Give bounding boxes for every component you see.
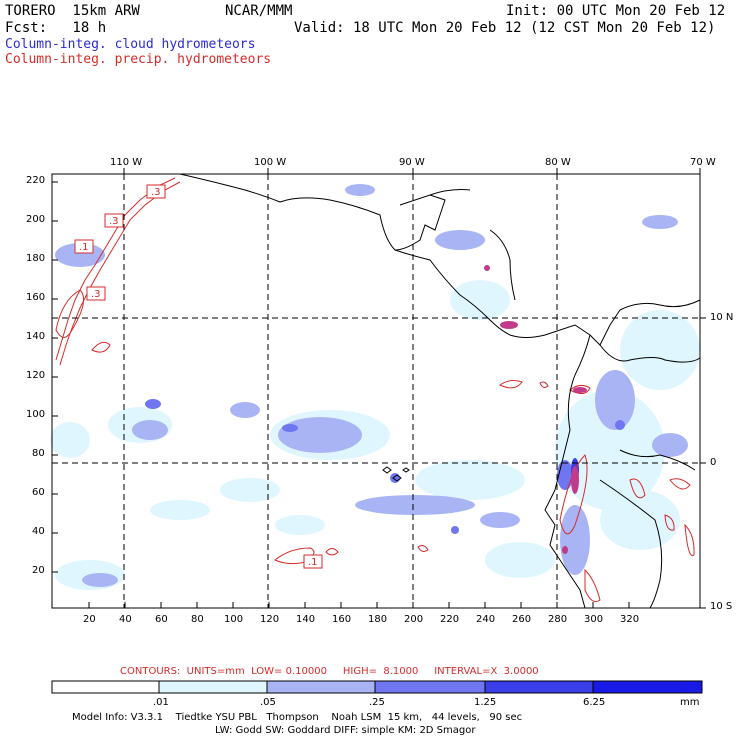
y-tick-label: 20: [32, 565, 45, 576]
valid-time: Valid: 18 UTC Mon 20 Feb 12 (12 CST Mon …: [294, 20, 716, 36]
contour-label-boxes: [74, 184, 323, 569]
lon-label: 100 W: [254, 157, 287, 168]
coastlines: [179, 173, 701, 609]
x-tick-label: 80: [191, 614, 204, 625]
colorbar: [51, 680, 703, 694]
contour-labels: .3 .3 .1 .3 .1: [79, 187, 318, 568]
organization-label: NCAR/MMM: [225, 3, 293, 19]
x-tick-label: 100: [224, 614, 244, 625]
precip-cores: [484, 265, 587, 554]
contours-info: CONTOURS: UNITS=mm LOW= 0.10000 HIGH= 8.…: [120, 666, 539, 677]
y-tick-label: 220: [26, 175, 46, 186]
contour-label: .3: [151, 187, 161, 198]
x-tick-label: 40: [119, 614, 132, 625]
x-tick-label: 320: [620, 614, 640, 625]
lon-label: 90 W: [399, 157, 425, 168]
colorbar-label: .25: [369, 697, 385, 708]
x-tick-label: 240: [476, 614, 496, 625]
init-time: Init: 00 UTC Mon 20 Feb 12: [506, 3, 726, 19]
precip-contours: [55, 177, 695, 603]
model-info-line1: Model Info: V3.3.1 Tiedtke YSU PBL Thomp…: [72, 712, 523, 723]
colorbar-label: .01: [153, 697, 169, 708]
x-tick-label: 20: [83, 614, 96, 625]
contour-label: .3: [109, 216, 119, 227]
x-tick-label: 220: [440, 614, 460, 625]
y-tick-label: 180: [26, 253, 46, 264]
lon-lat-ticks: [123, 168, 706, 609]
y-tick-label: 100: [26, 409, 46, 420]
x-tick-label: 280: [548, 614, 568, 625]
field-cloud-label: Column-integ. cloud hydrometeors: [5, 37, 256, 52]
x-tick-label: 260: [512, 614, 532, 625]
lat-label: 0: [710, 457, 717, 468]
x-tick-label: 60: [155, 614, 168, 625]
x-tick-label: 200: [404, 614, 424, 625]
y-tick-label: 120: [26, 370, 46, 381]
x-tick-label: 160: [332, 614, 352, 625]
colorbar-label: 6.25: [583, 697, 606, 708]
cloud-shading: [50, 184, 700, 590]
lon-label: 110 W: [110, 157, 143, 168]
colorbar-unit: mm: [680, 697, 700, 708]
contour-label: .1: [79, 242, 89, 253]
lat-lon-grid: [52, 174, 700, 608]
map-frame: [51, 173, 701, 609]
x-tick-label: 300: [584, 614, 604, 625]
model-info-line2: LW: Godd SW: Goddard DIFF: simple KM: 2D…: [215, 725, 476, 736]
lon-label: 70 W: [690, 157, 716, 168]
lon-label: 80 W: [545, 157, 571, 168]
colorbar-label: 1.25: [474, 697, 497, 708]
colorbar-label: .05: [260, 697, 276, 708]
y-ticks: [52, 181, 58, 573]
y-tick-label: 140: [26, 331, 46, 342]
y-tick-label: 80: [32, 448, 45, 459]
contour-label: .3: [91, 289, 101, 300]
y-tick-label: 160: [26, 292, 46, 303]
lat-label: 10 S: [710, 601, 733, 612]
y-tick-label: 60: [32, 487, 45, 498]
model-title: TORERO 15km ARW: [5, 3, 140, 19]
field-precip-label: Column-integ. precip. hydrometeors: [5, 52, 272, 67]
x-tick-label: 180: [368, 614, 388, 625]
lat-label: 10 N: [710, 312, 734, 323]
x-tick-label: 120: [260, 614, 280, 625]
contour-label: .1: [308, 557, 318, 568]
forecast-hour: Fcst: 18 h: [5, 20, 107, 36]
x-ticks: [88, 602, 630, 608]
y-tick-label: 200: [26, 214, 46, 225]
y-tick-label: 40: [32, 526, 45, 537]
x-tick-label: 140: [296, 614, 316, 625]
